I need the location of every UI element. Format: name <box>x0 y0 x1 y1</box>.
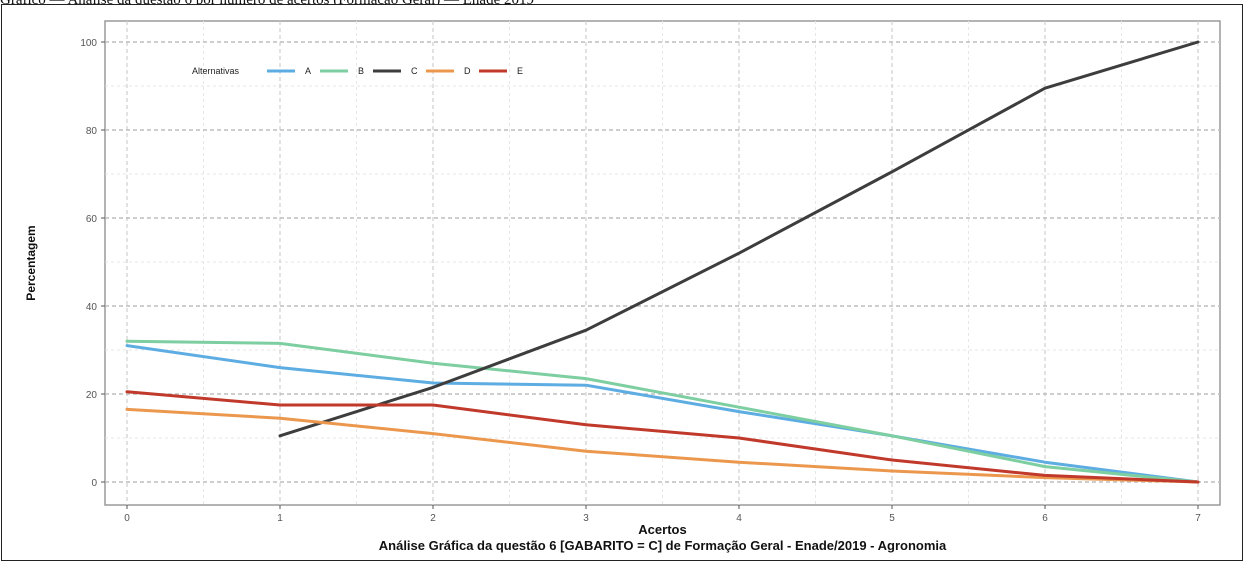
series-layer <box>125 40 1200 484</box>
legend: Alternativas A B C D E <box>192 66 523 76</box>
series-line-a <box>125 344 1200 484</box>
x-tick-label: 6 <box>1042 513 1048 524</box>
chart-frame: 0 1 2 3 4 5 6 7 0 20 40 60 80 100 Alternativas A B C D E P… <box>1 4 1243 561</box>
y-tick-label: 40 <box>86 302 98 313</box>
legend-label-a: A <box>305 66 311 76</box>
y-tick-label: 100 <box>80 38 97 49</box>
x-tick-label: 5 <box>889 513 895 524</box>
legend-label-c: C <box>411 66 418 76</box>
x-tick-label: 4 <box>736 513 742 524</box>
legend-title: Alternativas <box>192 66 240 76</box>
chart-subtitle: Análise Gráfica da questão 6 [GABARITO =… <box>379 538 947 553</box>
x-tick-label: 0 <box>124 513 130 524</box>
x-tick-label: 7 <box>1195 513 1201 524</box>
y-tick-label: 60 <box>86 214 98 225</box>
y-tick-label: 20 <box>86 390 98 401</box>
x-tick-label: 3 <box>583 513 589 524</box>
legend-label-d: D <box>464 66 471 76</box>
series-line-e <box>125 390 1200 484</box>
grid-layer <box>104 20 1221 506</box>
x-axis-title: Acertos <box>638 522 686 537</box>
x-tick-label: 2 <box>430 513 436 524</box>
series-line-d <box>125 407 1200 484</box>
line-chart: 0 1 2 3 4 5 6 7 0 20 40 60 80 100 Alternativas A B C D E P… <box>24 20 1221 553</box>
x-tick-label: 1 <box>277 513 283 524</box>
y-axis-title: Percentagem <box>24 225 38 300</box>
series-line-c <box>278 40 1200 438</box>
legend-label-b: B <box>358 66 364 76</box>
series-line-b <box>125 339 1200 484</box>
legend-label-e: E <box>517 66 523 76</box>
y-tick-label: 0 <box>91 478 97 489</box>
y-tick-label: 80 <box>86 126 98 137</box>
axis-layer: 0 1 2 3 4 5 6 7 0 20 40 60 80 100 <box>80 38 1201 524</box>
